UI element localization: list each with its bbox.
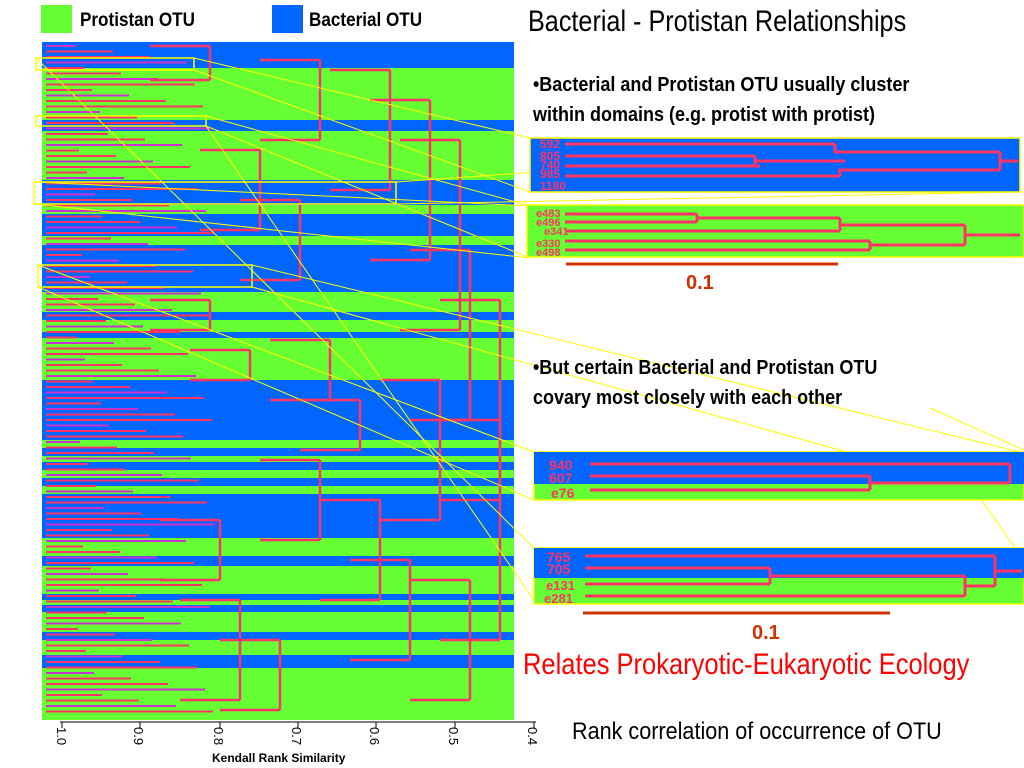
rank-correlation-text: Rank correlation of occurrence of OTU xyxy=(572,718,942,745)
callout-connector xyxy=(395,191,1021,205)
bullet2-line2: covary most closely with each other xyxy=(533,387,843,409)
panel-stripe xyxy=(42,494,514,538)
inset4-branches xyxy=(585,554,1022,598)
inset2-leaf-1: e483 xyxy=(536,208,561,220)
bullet1-line1: •Bacterial and Protistan OTU usually clu… xyxy=(533,74,910,96)
slide-title: Bacterial - Protistan Relationships xyxy=(528,5,907,38)
panel-stripe xyxy=(42,245,514,292)
callout-box-4 xyxy=(37,264,253,288)
x-tick-0-5: 0.5 xyxy=(446,727,461,746)
inset2-leaf-4: e330 xyxy=(536,238,561,250)
panel-stripe xyxy=(42,448,514,456)
inset4-leaf-1: 765 xyxy=(547,549,571,565)
panel-stripe xyxy=(42,600,514,605)
panel-stripe xyxy=(42,292,514,312)
panel-stripe xyxy=(42,440,514,448)
panel-stripe xyxy=(42,640,514,655)
inset4-leaf-2: 705 xyxy=(547,561,571,577)
relates-ecology-text: Relates Prokaryotic-Eukaryotic Ecology xyxy=(523,648,970,681)
x-axis-title: Kendall Rank Similarity xyxy=(212,751,346,765)
x-tick-0-7: 0.7 xyxy=(289,727,304,746)
inset3-blue-band xyxy=(534,452,1024,484)
callout-connector xyxy=(193,57,531,139)
panel-stripe xyxy=(42,462,514,470)
panel-stripe xyxy=(42,605,514,612)
panel-stripe xyxy=(42,478,514,486)
inset2-leaf-3: e341 xyxy=(544,226,569,238)
panel-stripe xyxy=(42,205,514,214)
bullet-covary: •But certain Bacterial and Protistan OTU… xyxy=(533,353,877,413)
x-tick-0-8: 0.8 xyxy=(211,727,226,746)
panel-stripe xyxy=(42,214,514,236)
inset1-branches xyxy=(565,142,1018,178)
panel-stripe xyxy=(42,120,514,131)
bullet1-line2: within domains (e.g. protist with protis… xyxy=(533,104,875,126)
callout-connector xyxy=(35,181,531,207)
callout-connector xyxy=(35,203,531,259)
inset2-branches xyxy=(565,212,1020,252)
x-tick-0-9: 0.9 xyxy=(131,727,146,746)
x-tick-0-6: 0.6 xyxy=(367,727,382,746)
callout-connector xyxy=(929,407,1024,451)
panel-stripe xyxy=(42,312,514,320)
protistan-swatch xyxy=(41,5,72,33)
x-tick-0-4: 0.4 xyxy=(525,727,540,746)
callout-connector xyxy=(251,264,1021,453)
inset4-leaf-3: e131 xyxy=(546,578,575,593)
x-tick-1-0: 1.0 xyxy=(54,727,69,746)
panel-stripe xyxy=(42,632,514,640)
panel-stripe xyxy=(42,338,514,380)
scale-label-top: 0.1 xyxy=(686,272,714,294)
callout-connector xyxy=(193,69,531,193)
callout-box-1 xyxy=(35,57,195,71)
panel-stripe xyxy=(42,68,514,120)
bacterial-swatch xyxy=(272,5,303,33)
inset1-leaf-1: 592 xyxy=(540,137,561,151)
callout-connector xyxy=(205,125,531,259)
inset2-leaf-2: e496 xyxy=(536,217,561,229)
panel-stripe xyxy=(42,556,514,566)
panel-stripe xyxy=(42,332,514,338)
callout-connector xyxy=(37,264,535,453)
bullet-within-domains: •Bacterial and Protistan OTU usually clu… xyxy=(533,70,909,130)
inset4-leaf-4: e281 xyxy=(544,591,573,606)
inset4-blue-band xyxy=(534,548,1024,578)
callout-box-3 xyxy=(33,181,397,205)
scale-label-bottom: 0.1 xyxy=(752,622,780,644)
panel-stripe xyxy=(42,42,514,68)
bacterial-legend-label: Bacterial OTU xyxy=(309,10,423,31)
inset3-branches xyxy=(590,462,1012,492)
bullet2-line1: •But certain Bacterial and Protistan OTU xyxy=(533,357,878,379)
callout-box-2 xyxy=(35,115,207,127)
inset1-leaf-3: 740 xyxy=(540,158,561,172)
inset3-leaf-2: 607 xyxy=(549,470,573,486)
callout-connector xyxy=(205,115,531,207)
inset3-leaf-3: e76 xyxy=(551,485,575,501)
panel-stripe xyxy=(42,538,514,556)
inset1-leaf-2: 805 xyxy=(540,149,561,163)
panel-stripe xyxy=(42,486,514,494)
panel-stripe xyxy=(42,594,514,600)
inset3-leaf-1: 940 xyxy=(549,457,573,473)
callout-connector xyxy=(35,57,535,549)
inset1-leaf-5: 1180 xyxy=(540,179,567,193)
callout-connector xyxy=(205,125,535,601)
inset2-leaf-5: e498 xyxy=(536,247,561,259)
protistan-legend-label: Protistan OTU xyxy=(80,10,195,31)
panel-stripe xyxy=(42,612,514,632)
panel-stripe xyxy=(42,470,514,478)
panel-stripe xyxy=(42,655,514,668)
panel-stripe xyxy=(42,236,514,245)
callout-connector xyxy=(37,286,535,501)
inset1-leaf-4: 985 xyxy=(540,167,561,181)
